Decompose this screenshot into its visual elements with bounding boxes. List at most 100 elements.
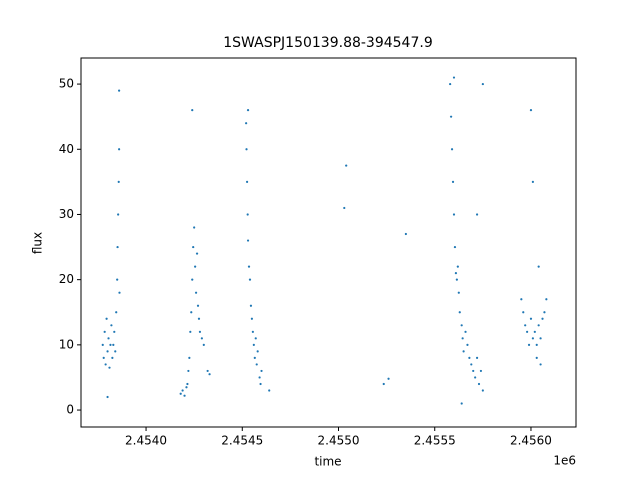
point [189, 330, 192, 333]
point [113, 330, 116, 333]
point [539, 337, 542, 340]
point [533, 330, 536, 333]
point [246, 109, 250, 112]
point [196, 304, 200, 307]
point [535, 343, 538, 346]
point [181, 389, 184, 392]
point [450, 148, 454, 151]
point [252, 343, 255, 346]
point [198, 330, 202, 333]
point [458, 311, 461, 314]
point [254, 337, 257, 340]
chart-title: 1SWASPJ150139.88-394547.9 [223, 35, 432, 51]
point [535, 356, 538, 359]
point [191, 278, 194, 281]
point [466, 343, 469, 346]
point [461, 337, 464, 340]
point [206, 369, 209, 373]
point [106, 350, 109, 353]
point [537, 324, 540, 327]
point [112, 343, 115, 346]
point [453, 245, 457, 249]
point [185, 386, 188, 389]
point [258, 376, 261, 379]
point [268, 389, 271, 392]
point [470, 363, 473, 366]
y-tick-label: 40 [59, 142, 74, 156]
point [475, 356, 479, 359]
point [200, 337, 203, 340]
point [190, 311, 193, 314]
x-offset-label: 1e6 [553, 454, 576, 468]
point [105, 317, 108, 320]
point [462, 350, 465, 353]
point [103, 330, 106, 333]
point [250, 317, 254, 320]
point [118, 291, 121, 294]
point [245, 148, 248, 151]
point [114, 350, 117, 353]
point [194, 265, 197, 268]
point [387, 377, 390, 380]
point [249, 304, 253, 307]
point [118, 89, 121, 92]
point [183, 394, 186, 397]
y-tick-label: 10 [59, 337, 74, 351]
x-axis-label: time [314, 455, 341, 469]
point [197, 317, 201, 320]
point [545, 298, 548, 301]
y-tick-label: 30 [59, 207, 74, 221]
point [246, 239, 250, 242]
y-axis-label: flux [31, 232, 45, 254]
x-tick-label: 2.4540 [125, 434, 167, 448]
point [186, 382, 189, 386]
point [455, 278, 458, 281]
point [192, 245, 195, 249]
point [345, 164, 348, 167]
point [115, 311, 118, 314]
point [245, 180, 249, 183]
point [102, 356, 105, 359]
point [529, 109, 533, 112]
point [343, 206, 346, 210]
point [522, 311, 525, 314]
point [188, 356, 191, 359]
point [457, 291, 460, 294]
point [449, 82, 452, 86]
point [245, 122, 248, 125]
point [179, 392, 182, 395]
point [108, 366, 111, 369]
point [191, 109, 194, 112]
point [449, 115, 453, 118]
point [104, 363, 107, 366]
x-tick-label: 2.4560 [510, 434, 552, 448]
point [106, 395, 109, 399]
point [481, 389, 484, 392]
point [472, 369, 475, 373]
y-tick-label: 20 [59, 272, 74, 286]
point [116, 278, 119, 281]
point [404, 232, 407, 236]
point [475, 213, 479, 216]
point [541, 317, 544, 320]
point [259, 382, 262, 386]
point [529, 317, 533, 320]
point [253, 356, 256, 359]
point [474, 376, 477, 379]
point [460, 402, 463, 405]
point [193, 226, 196, 229]
x-tick-label: 2.4545 [221, 434, 263, 448]
point [460, 324, 463, 327]
point [246, 213, 249, 216]
point [116, 245, 119, 249]
x-tick-label: 2.4550 [318, 434, 360, 448]
point [477, 382, 481, 386]
point [454, 272, 458, 275]
point [202, 343, 205, 346]
point [531, 337, 534, 340]
point [479, 369, 483, 373]
point [451, 180, 455, 183]
point [101, 343, 104, 346]
